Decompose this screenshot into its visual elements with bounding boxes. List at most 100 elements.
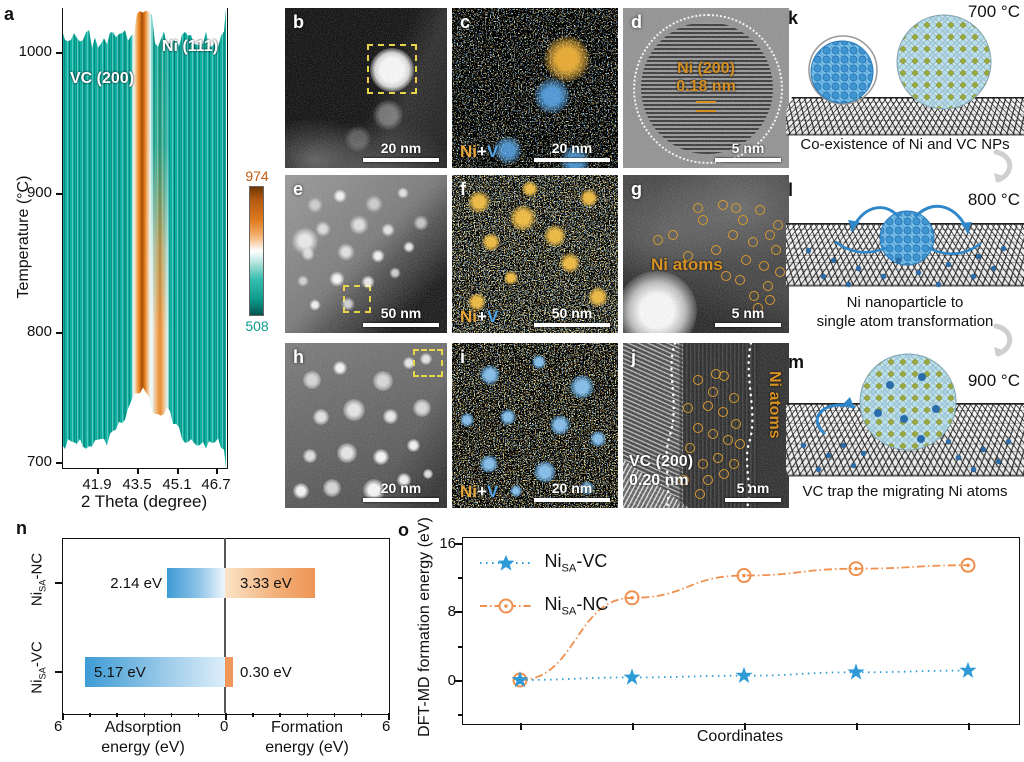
- axis-tick: [455, 680, 462, 682]
- axis-tick: [225, 713, 227, 720]
- data-point-circle-center: [630, 596, 634, 600]
- scale-bar: 5 nm: [725, 480, 781, 502]
- panel-l-letter: l: [788, 180, 794, 200]
- axis-tick: [197, 713, 200, 717]
- ni-single-atom: [971, 274, 976, 279]
- vc-cluster: [550, 415, 570, 435]
- data-point-circle: [736, 568, 752, 584]
- particle-dot: [349, 215, 369, 235]
- ni-atom-marker: [713, 453, 723, 463]
- ni-atom-marker: [653, 235, 663, 245]
- bar-adsorption-nisa-vc: [84, 657, 225, 687]
- o-y-tick-0: 0: [447, 672, 456, 689]
- ni-single-atom: [846, 282, 851, 287]
- region-of-interest-box: [367, 44, 417, 94]
- ni-atom-marker: [738, 215, 748, 225]
- transition-arrow-icon: [993, 323, 1013, 357]
- xrd-heatmap: VC (200) Ni (111): [62, 8, 226, 468]
- ni-single-atom: [971, 467, 976, 472]
- vc-cluster: [590, 431, 606, 447]
- value-label-vc-ads: 5.17 eV: [94, 664, 146, 681]
- ni-atom-marker: [695, 489, 705, 499]
- colorbar: [249, 186, 264, 316]
- axis-tick: [170, 713, 173, 717]
- panel-k-letter: k: [788, 8, 799, 28]
- xrd-bottom-bloom: [62, 8, 226, 468]
- particle-dot: [389, 267, 401, 279]
- particle-dot: [307, 197, 323, 213]
- temp-label-900: 900 °C: [967, 371, 1020, 390]
- vc-cluster: [570, 375, 594, 399]
- ni-atom-marker: [741, 255, 751, 265]
- ni-cluster: [560, 253, 580, 273]
- panel-e-letter: e: [293, 179, 304, 199]
- data-point-circle: [848, 561, 864, 577]
- xrd-x-tick-label: 43.5: [122, 476, 152, 493]
- ni-atom-marker: [708, 429, 718, 439]
- axis-tick: [360, 713, 363, 717]
- cat-prefix: Ni: [28, 591, 46, 607]
- ni-atom-marker: [731, 419, 741, 429]
- stem-image-h: h 20 nm: [285, 343, 447, 508]
- ni-atom-marker: [711, 369, 721, 379]
- ni-atom-marker: [683, 403, 693, 413]
- ni-atom-marker: [703, 475, 713, 485]
- cat-prefix: Ni: [28, 679, 46, 694]
- temp-label-700: 700 °C: [967, 2, 1020, 21]
- legend-suffix: -VC: [576, 551, 608, 571]
- ni-single-atom: [816, 467, 821, 472]
- vc-cluster: [500, 409, 516, 425]
- ni-cluster: [580, 189, 598, 207]
- v-cluster: [560, 146, 590, 168]
- ni-atom-marker: [753, 303, 763, 313]
- axis-tick: [252, 713, 254, 717]
- xrd-label-vc200: VC (200): [70, 70, 135, 87]
- ni-cluster: [588, 287, 608, 307]
- panel-o-letter: o: [398, 520, 409, 540]
- ni-atom-marker: [679, 475, 689, 485]
- eds-v-label: V: [486, 482, 499, 501]
- colorbar-min-label: 508: [245, 318, 269, 334]
- spacing-marker-icon: [696, 101, 716, 112]
- scale-bar-line: [534, 498, 610, 502]
- ni-single-atom: [826, 453, 831, 458]
- axis-tick: [455, 611, 462, 613]
- particle-dot: [365, 195, 383, 213]
- noise-texture: [285, 343, 447, 508]
- ni-atom-marker: [718, 200, 728, 210]
- caption-700c: Co-existence of Ni and VC NPs: [800, 136, 1010, 153]
- legend-prefix: Ni: [544, 594, 562, 614]
- legend-marker-circle-icon: [480, 598, 532, 614]
- bar-chart-frame: [62, 538, 390, 715]
- axis-tick: [306, 713, 308, 717]
- panel-a-x-axis-label: 2 Theta (degree): [80, 492, 208, 511]
- ni-cluster: [468, 191, 490, 213]
- data-point-circle-center: [742, 573, 746, 578]
- ni-cluster: [522, 181, 538, 197]
- ni-atom-marker: [759, 261, 769, 271]
- scale-bar-line: [534, 323, 610, 327]
- scale-bar: 20 nm: [534, 140, 610, 162]
- eds-map-c: c Ni+V 20 nm: [452, 8, 618, 168]
- vc-nanoparticle: [859, 353, 957, 451]
- ni-cluster: [504, 271, 518, 285]
- hrtem-image-d: Ni (200) 0.18 nm d 5 nm: [623, 8, 789, 168]
- eds-plus: +: [477, 142, 487, 161]
- axis-tick: [177, 468, 179, 474]
- data-point-star: [959, 661, 977, 678]
- line-chart-frame: [462, 537, 1020, 725]
- scale-bar-line: [725, 498, 781, 502]
- ni-single-atom: [946, 262, 951, 267]
- ni-atom-marker: [683, 251, 693, 261]
- axis-tick: [279, 713, 281, 717]
- particle-dot: [337, 243, 355, 261]
- cat-sub: SA: [37, 579, 48, 592]
- ni-single-atom: [861, 451, 866, 456]
- n-x-tick-right: 6: [382, 718, 391, 735]
- eds-plus: +: [477, 307, 487, 326]
- data-point-circle: [960, 557, 976, 573]
- eds-legend: Ni+V: [460, 142, 498, 162]
- formation-label-line1: Formation: [270, 719, 344, 736]
- line-chart-plot: [511, 557, 977, 688]
- data-point-star: [735, 666, 753, 683]
